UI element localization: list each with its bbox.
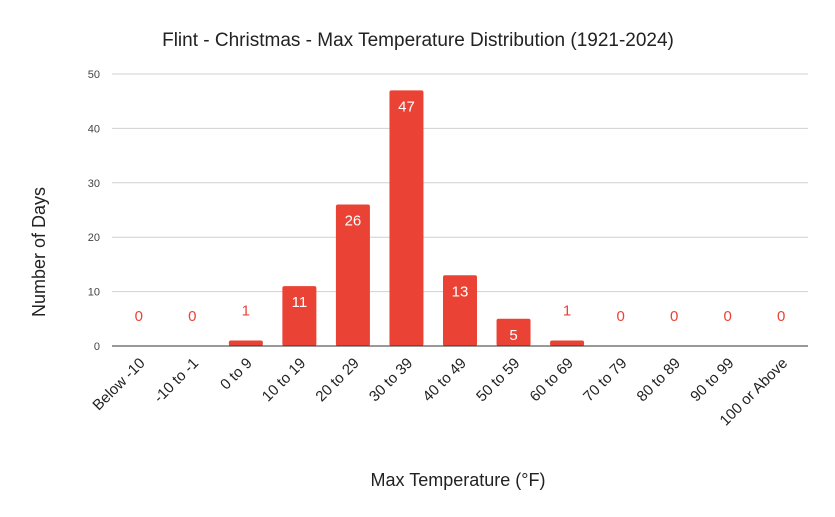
x-tick-label: 20 to 29: [312, 355, 362, 405]
x-tick-label: Below -10: [89, 355, 148, 414]
y-axis-ticks: 0 10 20 30 40 50: [88, 69, 100, 353]
x-tick-label: 70 to 79: [580, 355, 630, 405]
x-tick-label: 40 to 49: [419, 355, 469, 405]
data-label: 5: [509, 327, 517, 344]
data-label: 11: [292, 294, 308, 311]
y-tick-label: 20: [88, 232, 100, 244]
bar: [228, 340, 263, 346]
bar: [335, 204, 370, 346]
x-tick-label: 80 to 89: [634, 355, 684, 405]
x-tick-label: 50 to 59: [473, 355, 523, 405]
x-tick-label: 10 to 19: [259, 355, 309, 405]
x-tick-label: 90 to 99: [687, 355, 737, 405]
bar: [282, 286, 317, 346]
data-label: 1: [563, 303, 571, 320]
data-label: 0: [724, 308, 732, 325]
y-tick-label: 30: [88, 178, 100, 190]
y-tick-label: 0: [94, 341, 100, 353]
data-label: 26: [345, 213, 362, 230]
data-label: 0: [616, 308, 624, 325]
data-label: 1: [242, 303, 250, 320]
bar: [550, 340, 585, 346]
data-label: 0: [777, 308, 785, 325]
bar: [389, 90, 424, 346]
x-tick-label: -10 to -1: [151, 355, 203, 407]
data-label: 0: [188, 308, 196, 325]
gridlines: [112, 73, 808, 293]
y-axis-title: Number of Days: [29, 187, 49, 317]
bars: [228, 90, 585, 346]
x-tick-label: 0 to 9: [217, 355, 256, 394]
y-tick-label: 50: [88, 69, 100, 81]
data-label: 47: [398, 98, 415, 115]
x-tick-label: 60 to 69: [527, 355, 577, 405]
x-axis-categories: Below -10 -10 to -1 0 to 9 10 to 19 20 to 29…: [89, 355, 791, 430]
data-label: 0: [670, 308, 678, 325]
chart-title: Flint - Christmas - Max Temperature Dist…: [162, 30, 674, 51]
bar: [443, 275, 477, 346]
data-label: 0: [135, 308, 143, 325]
y-tick-label: 10: [88, 287, 100, 299]
data-label: 13: [452, 283, 469, 300]
y-tick-label: 40: [88, 123, 100, 135]
bar: [496, 318, 531, 346]
x-tick-label: 30 to 39: [366, 355, 416, 405]
x-axis-title: Max Temperature (°F): [371, 470, 546, 490]
